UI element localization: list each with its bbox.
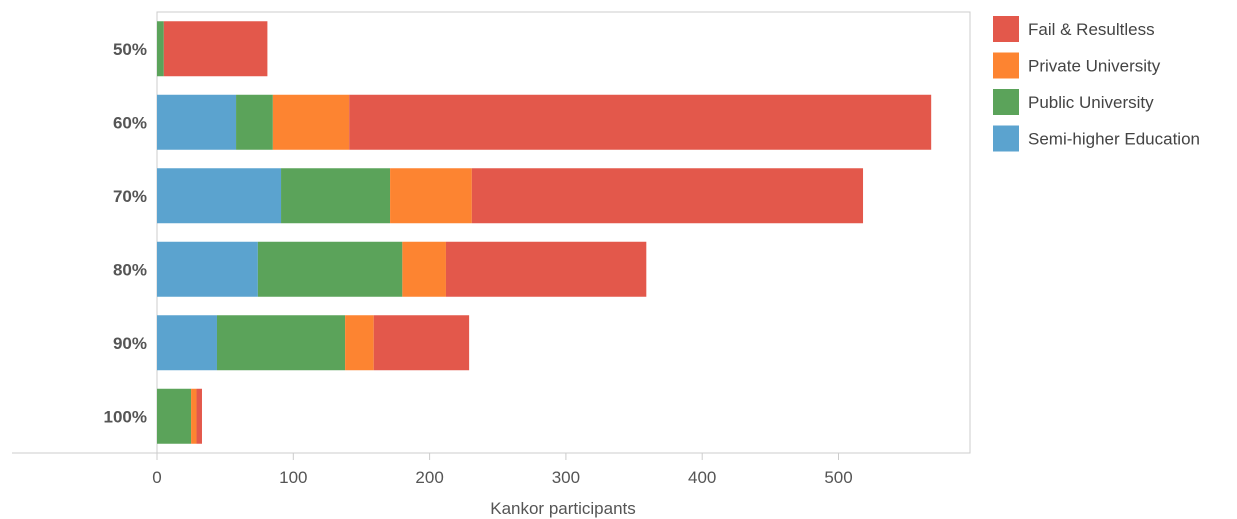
x-ticks: 0 100 200 300 400 500 <box>152 453 853 487</box>
bar-semi-higher-education-60 <box>157 94 237 150</box>
bar-fail-resultless-50 <box>163 21 268 77</box>
legend-label-semi-higher-education: Semi-higher Education <box>1028 130 1200 149</box>
category-label: 90% <box>113 334 147 353</box>
legend-label-fail-resultless: Fail & Resultless <box>1028 20 1155 39</box>
legend-label-public-university: Public University <box>1028 93 1154 112</box>
legend-swatch-public-university <box>993 89 1019 115</box>
bar-private-university-100 <box>191 388 197 444</box>
bar-public-university-60 <box>236 94 273 150</box>
bar-fail-resultless-100 <box>196 388 202 444</box>
bars-layer <box>157 21 932 444</box>
bar-fail-resultless-80 <box>445 241 647 297</box>
legend-label-private-university: Private University <box>1028 57 1161 76</box>
x-tick-label: 0 <box>152 468 161 487</box>
category-label: 80% <box>113 260 147 279</box>
x-axis-title: Kankor participants <box>490 499 636 518</box>
legend-swatch-fail-resultless <box>993 16 1019 42</box>
legend-swatch-semi-higher-education <box>993 125 1019 152</box>
bar-semi-higher-education-70 <box>157 168 282 224</box>
category-label: 70% <box>113 187 147 206</box>
plot-frame <box>156 11 971 454</box>
bar-private-university-60 <box>272 94 350 150</box>
x-tick-label: 300 <box>552 468 580 487</box>
category-label: 100% <box>104 407 147 426</box>
x-tick-label: 400 <box>688 468 716 487</box>
bar-public-university-50 <box>157 21 164 77</box>
x-tick-label: 500 <box>824 468 852 487</box>
bar-private-university-90 <box>345 315 374 371</box>
bar-private-university-70 <box>390 168 472 224</box>
bar-public-university-70 <box>281 168 391 224</box>
bar-fail-resultless-60 <box>349 94 932 150</box>
bar-public-university-90 <box>216 315 346 371</box>
bar-public-university-100 <box>157 388 192 444</box>
bar-fail-resultless-70 <box>471 168 864 224</box>
bar-public-university-80 <box>257 241 403 297</box>
category-labels: 50% 60% 70% 80% 90% 100% <box>104 40 147 427</box>
bar-fail-resultless-90 <box>373 315 470 371</box>
bar-semi-higher-education-90 <box>157 315 217 371</box>
x-tick-label: 100 <box>279 468 307 487</box>
category-label: 60% <box>113 113 147 132</box>
legend-swatch-private-university <box>993 52 1019 79</box>
category-label: 50% <box>113 40 147 59</box>
legend: Fail & Resultless Private University Publi… <box>993 16 1200 152</box>
bar-semi-higher-education-80 <box>157 241 258 297</box>
bar-private-university-80 <box>402 241 446 297</box>
x-tick-label: 200 <box>415 468 443 487</box>
